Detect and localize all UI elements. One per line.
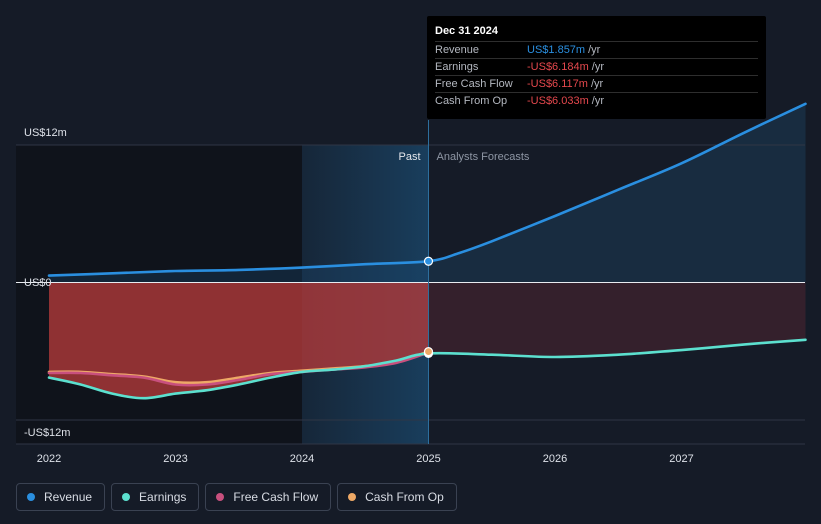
tooltip-date: Dec 31 2024 [435,25,498,37]
forecast-label: Analysts Forecasts [437,151,530,163]
legend-label: Free Cash Flow [233,490,319,504]
x-tick-label: 2023 [163,453,187,465]
legend-label: Revenue [44,490,93,504]
tooltip-value: US$1.857m [527,44,586,56]
tooltip-label: Free Cash Flow [435,78,513,90]
earnings-area-forecast [428,282,806,357]
legend-label: Cash From Op [365,490,444,504]
tooltip-value: -US$6.033m [527,95,589,107]
tooltip-unit: /yr [591,61,604,73]
series-line-earnings [47,338,807,400]
past-label: Past [398,151,420,163]
marker-cash-from-op [423,347,434,357]
marker-revenue [423,256,434,266]
tooltip-row-free-cash-flow: Free Cash Flow -US$6.117m/yr [435,75,758,93]
tooltip-value: -US$6.184m [527,61,589,73]
y-tick-label: US$0 [24,277,52,289]
legend-item-revenue[interactable]: Revenue [16,483,106,511]
x-tick-label: 2022 [37,453,61,465]
legend-label: Earnings [139,490,187,504]
x-tick-label: 2025 [416,453,440,465]
legend-item-earnings[interactable]: Earnings [111,483,200,511]
tooltip-label: Cash From Op [435,95,508,107]
legend-dot-icon [27,493,35,501]
legend-dot-icon [348,493,357,501]
series-line-revenue [47,102,807,277]
legend-item-free-cash-flow[interactable]: Free Cash Flow [205,483,332,511]
tooltip-unit: /yr [591,95,604,107]
tooltip: Dec 31 2024 Revenue US$1.857m/yr Earning… [427,16,766,119]
tooltip-row-cash-from-op: Cash From Op -US$6.033m/yr [435,92,758,110]
x-tick-label: 2027 [669,453,693,465]
legend-dot-icon [122,493,131,501]
legend-item-cash-from-op[interactable]: Cash From Op [337,483,457,511]
tooltip-value: -US$6.117m [527,78,588,90]
tooltip-row-revenue: Revenue US$1.857m/yr [435,41,758,59]
x-tick-label: 2026 [543,453,567,465]
tooltip-row-earnings: Earnings -US$6.184m/yr [435,58,758,76]
revenue-area-forecast [428,103,806,283]
tooltip-unit: /yr [588,44,601,56]
chart-area: US$12m US$0 -US$12m 2022 2023 2024 2025 2026 202… [16,102,807,465]
legend-dot-icon [216,493,225,501]
y-tick-label: -US$12m [24,427,70,439]
legend: Revenue Earnings Free Cash Flow Cash Fro… [16,483,457,511]
tooltip-label: Revenue [435,44,480,56]
tooltip-unit: /yr [590,78,604,90]
tooltip-label: Earnings [435,61,479,73]
y-tick-label: US$12m [24,127,67,139]
x-tick-label: 2024 [290,453,314,465]
